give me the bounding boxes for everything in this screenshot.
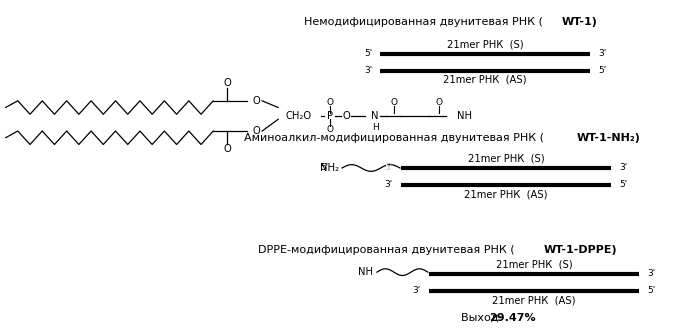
Text: O: O [326, 98, 334, 107]
Text: 3': 3' [413, 286, 421, 295]
Text: 21mer РНК  (AS): 21mer РНК (AS) [492, 295, 576, 305]
Text: 5': 5' [598, 66, 607, 75]
Text: 3': 3' [619, 164, 628, 172]
Text: O: O [223, 78, 231, 88]
Text: 29.47%: 29.47% [489, 312, 535, 323]
Text: O: O [390, 98, 398, 107]
Text: 21mer РНК  (S): 21mer РНК (S) [496, 259, 572, 269]
Text: NH₂: NH₂ [320, 163, 339, 173]
Text: CH₂O: CH₂O [285, 111, 311, 121]
Text: N: N [371, 111, 379, 121]
Text: 3': 3' [647, 269, 655, 278]
Text: O: O [253, 96, 260, 106]
Text: O: O [223, 144, 231, 154]
Text: 5': 5' [619, 180, 628, 189]
Text: 3': 3' [364, 66, 372, 75]
Text: 21mer РНК  (S): 21mer РНК (S) [447, 39, 524, 49]
Text: 21mer РНК  (AS): 21mer РНК (AS) [443, 75, 527, 85]
Text: Немодифицированная двунитевая РНК (: Немодифицированная двунитевая РНК ( [304, 17, 542, 27]
Text: DPPE-модифицированная двунитевая РНК (: DPPE-модифицированная двунитевая РНК ( [258, 245, 515, 255]
Text: WT-1-DPPE): WT-1-DPPE) [544, 245, 618, 255]
Text: O: O [343, 111, 350, 121]
Text: P: P [327, 111, 333, 121]
Text: 21mer РНК  (AS): 21mer РНК (AS) [464, 189, 548, 199]
Text: O: O [326, 125, 334, 134]
Text: H: H [372, 123, 378, 132]
Text: Аминоалкил-модифицированная двунитевая РНК (: Аминоалкил-модифицированная двунитевая Р… [244, 133, 544, 143]
Text: 3': 3' [598, 49, 607, 58]
Text: 5': 5' [385, 164, 393, 172]
Text: WT-1-NH₂): WT-1-NH₂) [577, 133, 641, 143]
Text: 3': 3' [385, 180, 393, 189]
Text: 5': 5' [364, 49, 372, 58]
Text: Выход:: Выход: [461, 312, 505, 323]
Text: 5': 5' [320, 164, 328, 172]
Text: 5': 5' [385, 164, 393, 172]
Text: NH: NH [457, 111, 472, 121]
Text: O: O [436, 98, 443, 107]
Text: O: O [253, 126, 260, 136]
Text: 5': 5' [647, 286, 655, 295]
Text: NH: NH [359, 267, 373, 277]
Text: WT-1): WT-1) [561, 17, 597, 27]
Text: 21mer РНК  (S): 21mer РНК (S) [468, 154, 544, 164]
